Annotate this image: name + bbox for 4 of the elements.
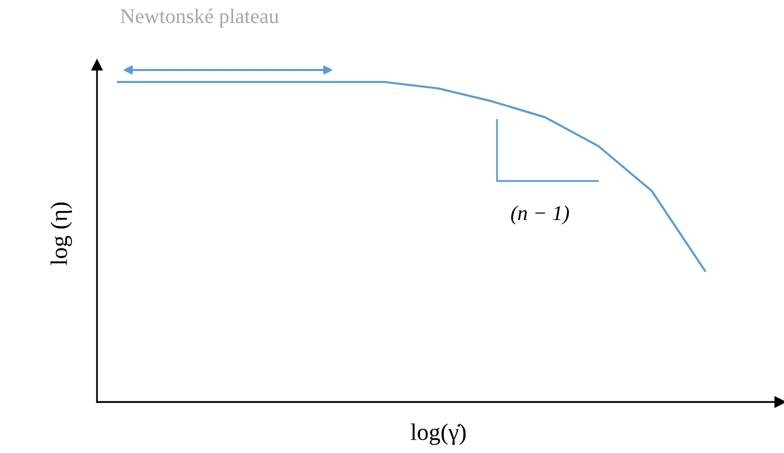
text: Newtonské plateau [120,8,279,28]
x-axis-title: log(γ̇) [410,424,466,446]
annotation: (n − 1) [511,206,569,224]
y-axis-title: log (η) [50,202,72,266]
